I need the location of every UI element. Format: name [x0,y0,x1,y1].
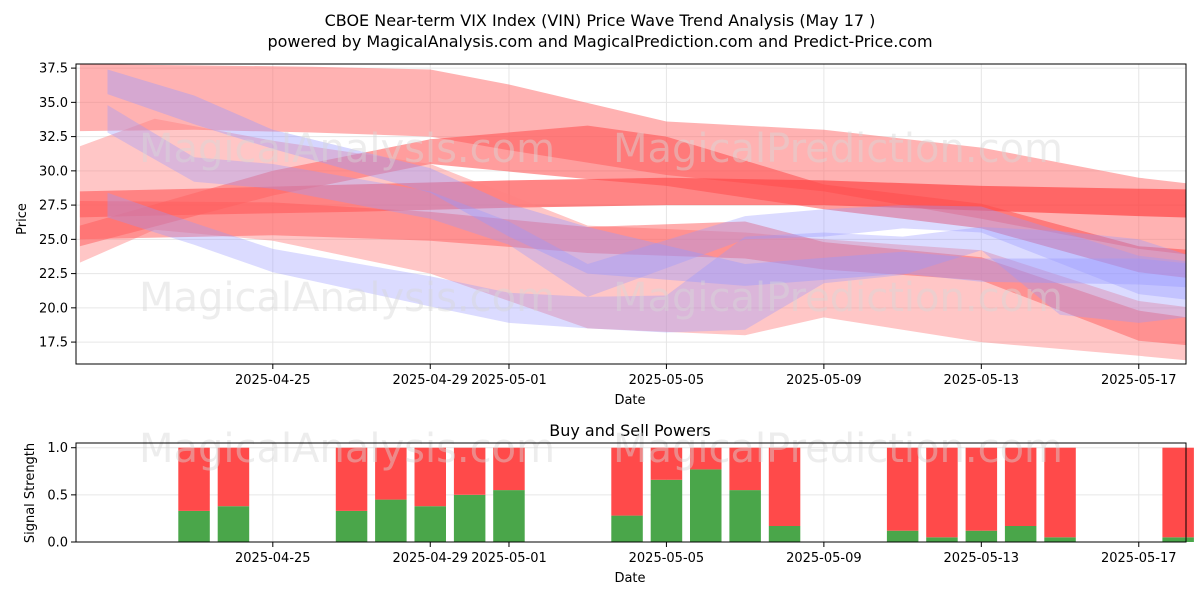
x-tick-label: 2025-05-01 [471,373,547,388]
y-tick-label: 0.0 [47,536,68,551]
sell-bar [886,447,919,531]
sell-bar [729,447,761,491]
sell-bar [926,447,958,538]
y-tick-label: 37.5 [39,62,68,77]
x-tick-label: 2025-05-01 [471,551,547,566]
y-tick-label: 1.0 [47,441,68,456]
buy-bar [493,490,525,542]
sell-bar [453,447,486,495]
y-tick-label: 25.0 [39,233,68,248]
sell-bar [1004,447,1037,526]
buy-bar [414,506,446,542]
x-tick-label: 2025-05-09 [786,551,862,566]
signal-ticks: 2025-04-25 2025-04-29 2025-05-01 2025-05-05… [47,441,1176,566]
price-axes-frame [75,63,1187,365]
wave-band [79,125,1186,278]
sell-bar [178,447,210,511]
chart-title: CBOE Near-term VIX Index (VIN) Price Wav… [325,11,876,30]
buy-bar [768,526,801,542]
x-tick-label: 2025-05-09 [786,373,862,388]
x-tick-label: 2025-05-17 [1101,373,1177,388]
wave-band [107,192,1186,333]
y-tick-label: 27.5 [39,199,68,214]
watermark-text: MagicalAnalysis.com [139,275,555,321]
wave-band [79,201,1186,346]
signal-axes-frame [75,442,1187,543]
buy-bar [335,510,368,542]
x-tick-label: 2025-04-29 [392,551,468,566]
signal-bars [178,447,1194,542]
sell-bar [611,447,643,516]
signal-x-axis-label: Date [614,571,645,586]
y-tick-label: 35.0 [39,96,68,111]
y-tick-label: 22.5 [39,267,68,282]
x-tick-label: 2025-05-17 [1101,551,1177,566]
buy-bar [375,499,407,542]
sell-bar [493,447,525,491]
price-watermarks: MagicalAnalysis.com MagicalPrediction.co… [139,126,1063,321]
y-tick-label: 32.5 [39,130,68,145]
sell-bar [217,447,250,507]
x-tick-label: 2025-04-29 [392,373,468,388]
x-tick-label: 2025-04-25 [235,551,311,566]
x-tick-label: 2025-05-05 [629,551,705,566]
buy-bar [965,530,998,542]
sell-bar [690,447,722,470]
watermark-text: MagicalPrediction.com [613,426,1063,472]
sell-bar [414,447,446,507]
signal-panel-title: Buy and Sell Powers [549,421,711,440]
x-tick-label: 2025-05-13 [944,373,1020,388]
watermark-text: MagicalPrediction.com [613,126,1063,172]
watermark-text: MagicalAnalysis.com [139,126,555,172]
sell-bar [335,447,368,511]
buy-bar [886,530,919,542]
buy-bar [690,469,722,542]
sell-bar [650,447,683,480]
y-tick-label: 17.5 [39,336,68,351]
x-tick-label: 2025-05-13 [944,551,1020,566]
sell-bar [1044,447,1076,538]
watermark-text: MagicalPrediction.com [613,275,1063,321]
buy-bar [926,537,958,542]
x-tick-label: 2025-04-25 [235,373,311,388]
sell-bar [768,447,801,526]
sell-bar [965,447,998,531]
wave-band [107,69,1186,288]
buy-bar [217,506,250,542]
buy-bar [453,494,486,542]
buy-bar [1044,537,1076,542]
buy-bar [178,510,210,542]
price-x-axis-label: Date [614,393,645,408]
y-tick-label: 30.0 [39,164,68,179]
signal-y-axis-label: Signal Strength [23,443,38,543]
signal-panel: Buy and Sell Powers MagicalAnalysis.com … [23,421,1194,586]
buy-bar [1162,537,1194,542]
y-tick-label: 20.0 [39,301,68,316]
buy-bar [729,490,761,542]
price-y-axis-label: Price [15,203,30,235]
y-tick-label: 0.5 [47,488,68,503]
sell-bar [1162,447,1194,538]
buy-bar [1004,526,1037,542]
price-panel: MagicalAnalysis.com MagicalPrediction.co… [15,62,1187,408]
price-bands [79,64,1186,361]
watermark-text: MagicalAnalysis.com [139,426,555,472]
chart-subtitle: powered by MagicalAnalysis.com and Magic… [267,32,932,51]
price-ticks: 2025-04-25 2025-04-29 2025-05-01 2025-05-05… [39,62,1177,388]
wave-band [107,105,1186,300]
x-tick-label: 2025-05-05 [629,373,705,388]
buy-bar [611,515,643,542]
buy-bar [650,479,683,542]
sell-bar [375,447,407,500]
